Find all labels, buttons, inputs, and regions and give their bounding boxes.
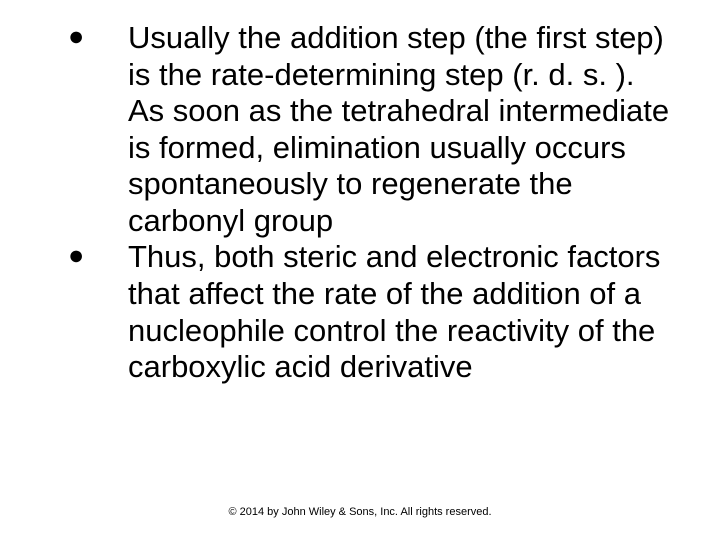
copyright-footer: © 2014 by John Wiley & Sons, Inc. All ri…: [0, 506, 720, 518]
bullet-marker: ●: [60, 20, 128, 53]
list-item: ● Thus, both steric and electronic facto…: [60, 239, 670, 385]
bullet-text: Thus, both steric and electronic factors…: [128, 239, 670, 385]
bullet-list: ● Usually the addition step (the first s…: [60, 20, 670, 386]
list-item: ● Usually the addition step (the first s…: [60, 20, 670, 239]
bullet-text: Usually the addition step (the first ste…: [128, 20, 670, 239]
slide: ● Usually the addition step (the first s…: [0, 0, 720, 540]
bullet-marker: ●: [60, 239, 128, 272]
